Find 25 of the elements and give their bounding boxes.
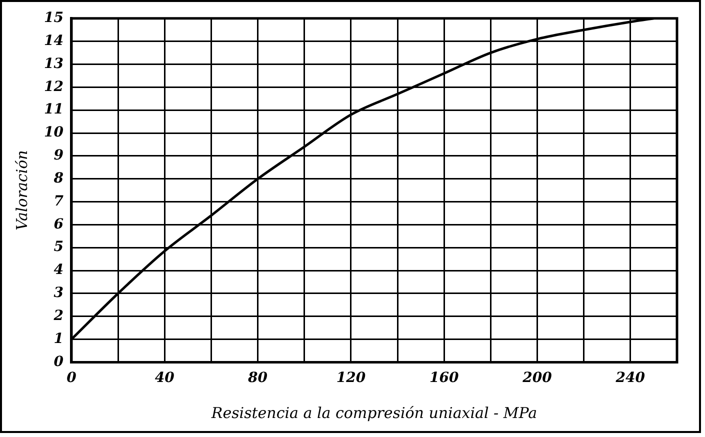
y-tick-label: 0 [54,354,64,370]
y-tick-label: 9 [54,148,64,164]
y-tick-label: 10 [44,124,64,141]
y-tick-label: 2 [52,308,64,324]
x-tick-label: 160 [429,370,459,386]
x-tick-label: 40 [154,370,175,386]
x-tick-label: 200 [522,370,552,386]
y-tick-label: 7 [54,193,64,210]
y-axis-title: Valoración [12,150,31,230]
y-tick-label: 12 [44,78,64,95]
x-tick-label: 120 [336,370,366,386]
y-tick-label: 8 [52,170,64,186]
y-tick-label: 3 [54,285,64,302]
y-tick-label: 15 [44,10,64,26]
y-tick-label: 5 [54,239,64,256]
y-tick-label: 11 [44,102,64,118]
y-tick-label: 1 [54,330,64,347]
x-tick-label: 240 [614,370,646,386]
y-tick-label: 13 [44,56,64,72]
x-tick-label: 0 [66,370,77,386]
y-tick-label: 14 [44,32,64,49]
x-axis-title: Resistencia a la compresión uniaxial - MPa [210,404,538,422]
y-tick-label: 4 [54,262,64,278]
y-tick-label: 6 [54,216,64,232]
x-tick-label: 80 [247,370,268,386]
